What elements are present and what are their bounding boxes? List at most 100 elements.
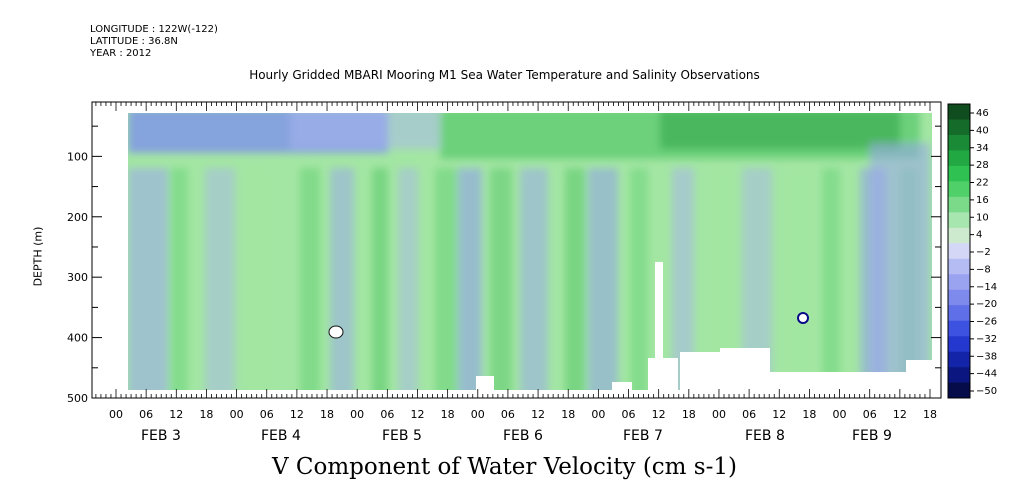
colorbar-label: 40 xyxy=(976,125,989,136)
x-hour-label: 06 xyxy=(380,408,394,421)
field-band xyxy=(822,168,840,390)
colorbar-swatch xyxy=(948,227,970,244)
x-date-label: FEB 9 xyxy=(852,428,892,444)
no-data-region xyxy=(906,360,932,390)
no-data-hole xyxy=(328,325,344,339)
colorbar-label: 10 xyxy=(976,212,989,223)
x-hour-label: 06 xyxy=(742,408,756,421)
field-band xyxy=(660,113,900,149)
x-date-label: FEB 6 xyxy=(503,428,543,444)
x-hour-label: 18 xyxy=(199,408,213,421)
colorbar-label: −20 xyxy=(976,299,997,310)
y-tick-label: 100 xyxy=(67,150,88,163)
field-band xyxy=(790,168,812,390)
no-data-region xyxy=(476,376,494,390)
field-band xyxy=(330,168,354,390)
colorbar-swatch xyxy=(948,119,970,136)
x-hour-label: 00 xyxy=(230,408,244,421)
x-hour-label: 06 xyxy=(260,408,274,421)
field-band xyxy=(520,168,548,390)
x-date-label: FEB 4 xyxy=(261,428,301,444)
field-band xyxy=(715,168,733,390)
no-data-region xyxy=(680,352,720,390)
x-hour-label: 00 xyxy=(471,408,485,421)
colorbar-border xyxy=(947,103,971,399)
x-hour-label: 00 xyxy=(712,408,726,421)
x-hour-label: 12 xyxy=(410,408,424,421)
colorbar-swatch xyxy=(948,258,970,275)
x-hour-label: 12 xyxy=(772,408,786,421)
field-band xyxy=(588,168,618,390)
colorbar-swatch xyxy=(948,305,970,321)
latitude-label: LATITUDE : 36.8N xyxy=(90,36,178,47)
colorbar-label: −32 xyxy=(976,334,997,345)
longitude-label: LONGITUDE : 122W(-122) xyxy=(90,24,218,35)
x-hour-label: 18 xyxy=(802,408,816,421)
colorbar-swatch xyxy=(948,336,970,352)
x-hour-label: 00 xyxy=(833,408,847,421)
field-band xyxy=(290,113,440,149)
colorbar-swatch xyxy=(948,150,970,167)
x-date-label: FEB 5 xyxy=(382,428,422,444)
colorbar-label: −50 xyxy=(976,386,997,397)
field-band xyxy=(870,143,930,390)
colorbar-swatch xyxy=(948,382,970,399)
colorbar-label: −8 xyxy=(976,264,991,275)
colorbar-swatch xyxy=(948,165,970,182)
y-tick-label: 500 xyxy=(67,392,88,405)
x-hour-label: 00 xyxy=(109,408,123,421)
colorbar-swatch xyxy=(948,289,970,306)
x-hour-label: 06 xyxy=(622,408,636,421)
x-hour-label: 18 xyxy=(682,408,696,421)
year-label: YEAR : 2012 xyxy=(90,48,152,59)
field-band xyxy=(248,168,270,390)
field-band xyxy=(300,168,320,390)
y-tick-label: 400 xyxy=(67,332,88,345)
colorbar-label: 4 xyxy=(976,230,982,241)
x-hour-label: 12 xyxy=(531,408,545,421)
x-hour-label: 12 xyxy=(893,408,907,421)
colorbar-swatch xyxy=(948,274,970,290)
colorbar-swatch xyxy=(948,320,970,337)
colorbar-label: 22 xyxy=(976,178,989,189)
field-band xyxy=(630,168,648,390)
colorbar-swatch xyxy=(948,104,970,120)
no-data-region xyxy=(768,372,928,390)
field-band xyxy=(672,168,694,390)
no-data-hole xyxy=(797,312,809,324)
x-hour-label: 18 xyxy=(320,408,334,421)
x-date-label: FEB 7 xyxy=(623,428,663,444)
x-hour-label: 12 xyxy=(652,408,666,421)
x-hour-label: 06 xyxy=(139,408,153,421)
x-axis: 00 06 12 18 00 06 12 18 00 06 12 18 00 06 12 18 00 06 12 18… xyxy=(95,102,937,444)
colorbar-swatch xyxy=(948,367,970,383)
x-axis-title: V Component of Water Velocity (cm s-1) xyxy=(272,454,737,480)
no-data-region xyxy=(720,348,770,390)
colorbar-swatch xyxy=(948,351,970,368)
colorbar-label: 34 xyxy=(976,143,989,154)
colorbar-label: 16 xyxy=(976,195,989,206)
y-axis: 100 200 300 400 500 xyxy=(67,125,941,405)
colorbar-label: −44 xyxy=(976,369,997,380)
field-band xyxy=(565,168,585,390)
field-band xyxy=(128,168,168,390)
velocity-field xyxy=(128,113,932,390)
colorbar-label: −2 xyxy=(976,247,991,258)
no-data-region xyxy=(612,382,632,390)
field-band xyxy=(398,168,418,390)
colorbar-swatch xyxy=(948,196,970,213)
field-band xyxy=(435,168,457,390)
colorbar-label: −26 xyxy=(976,317,997,328)
field-band xyxy=(458,168,482,390)
colorbar-label: 46 xyxy=(976,108,989,119)
x-hour-label: 00 xyxy=(350,408,364,421)
no-data-region xyxy=(655,262,663,390)
x-hour-label: 18 xyxy=(561,408,575,421)
x-date-label: FEB 8 xyxy=(745,428,785,444)
x-hour-label: 12 xyxy=(169,408,183,421)
x-hour-label: 18 xyxy=(441,408,455,421)
field-band xyxy=(170,168,188,390)
field-band xyxy=(205,168,235,390)
plot-border xyxy=(91,101,942,399)
